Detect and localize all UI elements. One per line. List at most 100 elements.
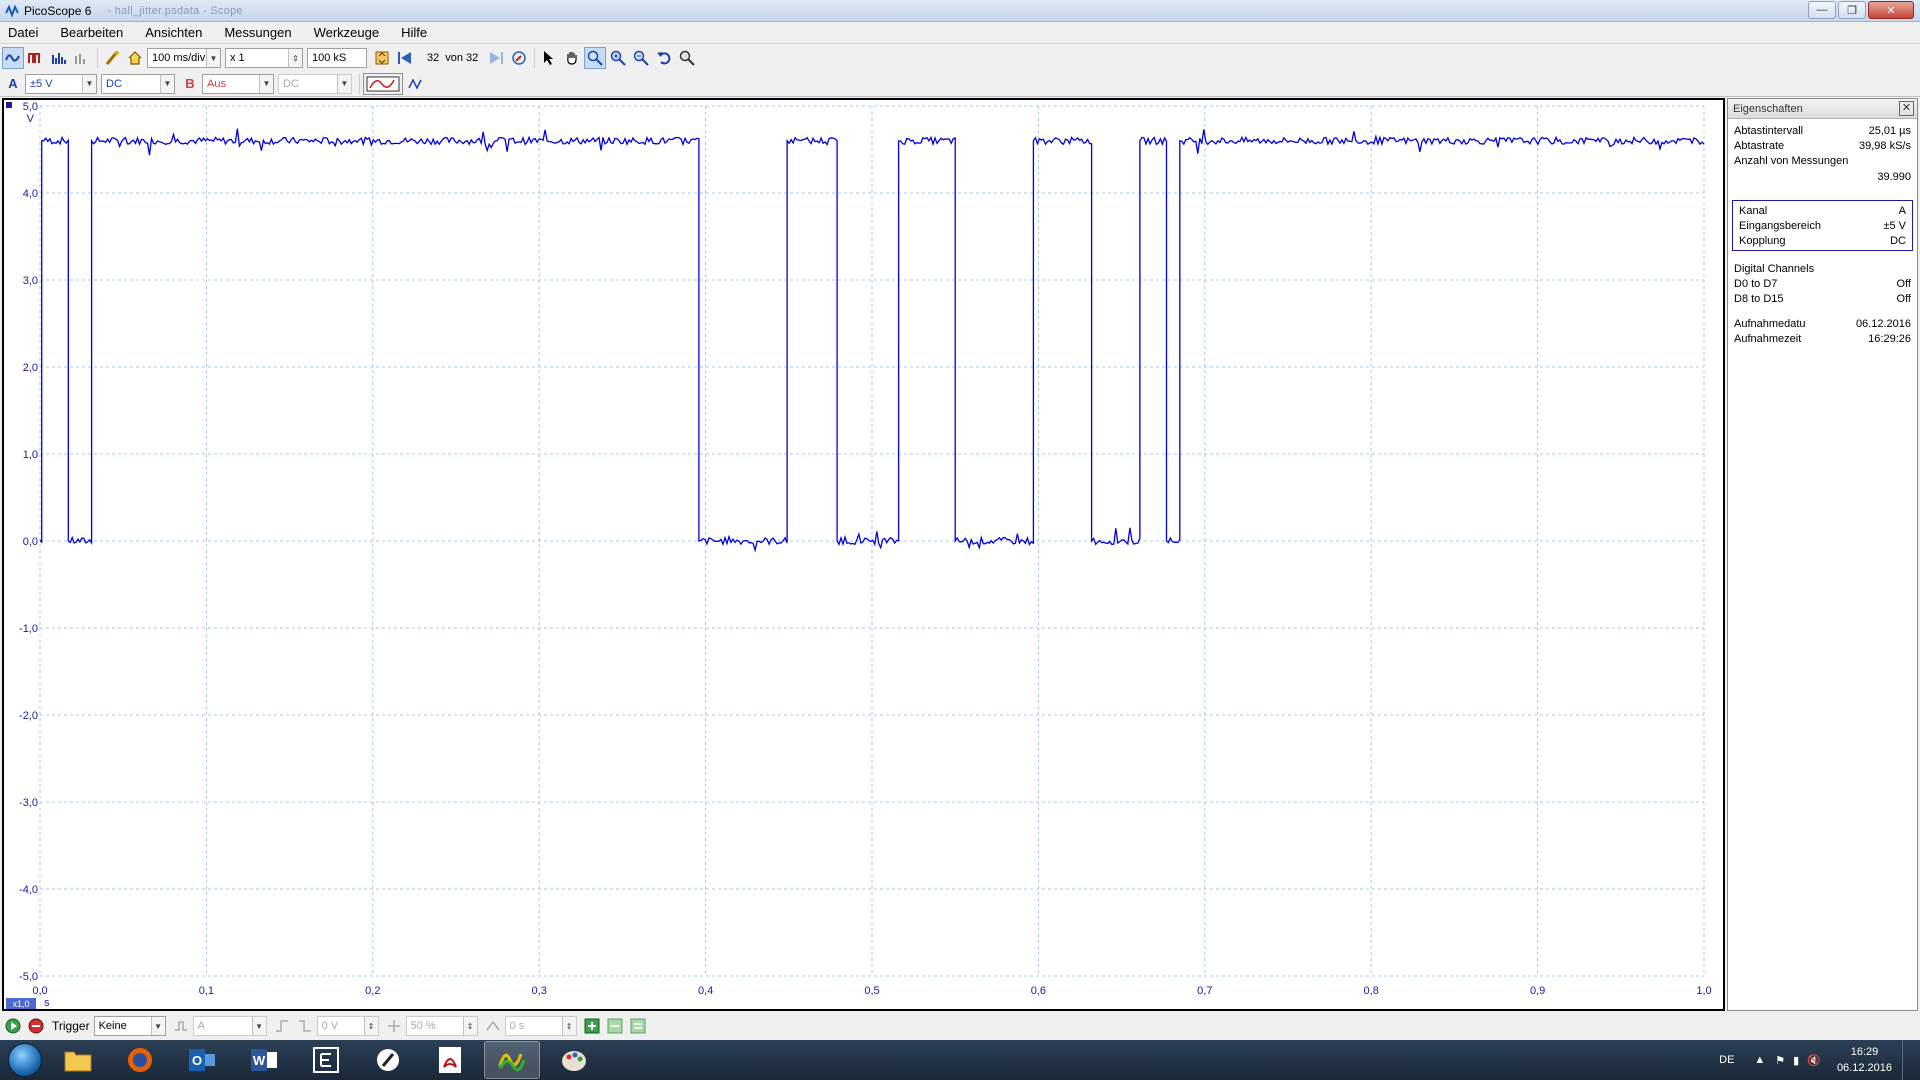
post-trigger-delay-button[interactable] [482,1015,504,1037]
samples-value: 100 kS [312,52,347,64]
x-tick-label: 0,9 [1530,985,1545,997]
pretrigger-percent-input[interactable]: 50 % ⇕ [405,1016,478,1036]
timebase-value: 100 ms/div [152,52,206,64]
word-icon: W [251,1049,277,1071]
close-icon[interactable]: ✕ [1899,101,1914,116]
stop-button[interactable] [25,1015,47,1037]
close-button[interactable]: ✕ [1868,1,1914,19]
samples-select[interactable]: 100 kS [307,48,367,68]
spin-icon: ⇕ [561,1017,576,1035]
clock-date: 06.12.2016 [1836,1062,1892,1074]
property-row: Abtastrate 39,98 kS/s [1734,139,1911,152]
falling-edge-button[interactable] [294,1015,316,1037]
trigger-toolbar: Trigger Keine ▼ A ▼ 0 V ⇕ 50 % ⇕ 0 s ⇕ [0,1013,1920,1039]
trigger-level-input[interactable]: 0 V ⇕ [316,1016,379,1036]
channel-b-options-button[interactable]: B [179,73,201,95]
taskbar-word[interactable]: W [236,1041,292,1079]
language-indicator[interactable]: DE [1719,1054,1735,1066]
action-center-icon[interactable]: ⚑ [1775,1054,1786,1067]
trigger-source-select[interactable]: A ▼ [192,1016,267,1036]
first-buffer-button[interactable] [394,47,416,69]
property-row: Eingangsbereich ±5 V [1739,219,1906,232]
home-button[interactable] [124,47,146,69]
remove-measurement-button[interactable] [604,1015,626,1037]
zoom-area-icon [587,50,603,66]
undo-zoom-button[interactable] [653,47,675,69]
channel-a-coupling-select[interactable]: DC ▼ [101,73,175,94]
buffer-overview-button[interactable] [508,47,530,69]
select-tool-button[interactable] [538,47,560,69]
signal-generator-button[interactable] [363,72,403,95]
zoom-overview-icon [679,50,695,66]
advanced-trigger-button[interactable] [170,1015,192,1037]
scope-view[interactable]: 0,0 0,1 0,2 0,3 0,4 0,5 0,6 0,7 0,8 0,9 1,0 5,0 4,0 3… [2,98,1725,1011]
taskbar-acrobat[interactable] [422,1041,478,1079]
taskbar-picoscope[interactable] [484,1041,540,1079]
zoom-factor-select[interactable]: x 1 ⇕ [225,48,303,68]
scope-mode-button[interactable] [2,47,24,69]
trigger-delay-input[interactable]: 0 s ⇕ [504,1016,577,1036]
math-channel-button[interactable] [404,73,426,95]
start-button[interactable] [0,1040,50,1080]
show-hidden-icons[interactable]: ▲ [1754,1054,1766,1066]
zoom-overview-button[interactable] [676,47,698,69]
channel-a-range-select[interactable]: ±5 V ▼ [25,73,97,94]
x-tick-label: 0,4 [698,985,713,997]
skip-back-icon [398,52,411,64]
x-unit-label: s [44,997,50,1009]
add-measurement-button[interactable] [581,1015,603,1037]
channel-b-range-select[interactable]: Aus ▼ [202,73,274,94]
channel-b-range-value: Aus [207,77,226,90]
run-button[interactable] [2,1015,24,1037]
channel-a-options-button[interactable]: A [2,73,24,95]
waveform-chart[interactable]: 0,0 0,1 0,2 0,3 0,4 0,5 0,6 0,7 0,8 0,9 1,0 5,0 4,0 3… [4,100,1723,1009]
property-row: D8 to D15 Off [1734,292,1911,305]
spectrum-mode-button[interactable] [48,47,70,69]
taskbar-app-e[interactable] [298,1041,354,1079]
taskbar-app-slash[interactable] [360,1041,416,1079]
menu-ansichten[interactable]: Ansichten [145,25,203,40]
taskbar-paint[interactable] [546,1041,602,1079]
trigger-mode-select[interactable]: Keine ▼ [93,1016,166,1036]
zoom-area-button[interactable] [584,47,606,69]
stop-icon [28,1018,44,1034]
buffer-navigator[interactable]: 32 von 32 [417,48,481,68]
sample-settings-button[interactable] [371,47,393,69]
hand-tool-button[interactable] [561,47,583,69]
channel-b-coupling-select[interactable]: DC ▼ [278,73,352,94]
show-desktop-button[interactable] [1902,1040,1912,1080]
minimize-button[interactable]: — [1808,1,1836,19]
probe-button[interactable] [101,47,123,69]
menu-datei[interactable]: Datei [8,25,39,40]
timebase-select[interactable]: 100 ms/div ▼ [147,48,221,68]
zoom-in-button[interactable] [607,47,629,69]
zoom-out-button[interactable] [630,47,652,69]
y-tick-label: 2,0 [23,362,38,374]
y-tick-label: -1,0 [19,623,38,635]
chevron-down-icon: ▼ [82,74,96,93]
add-view-button[interactable] [71,47,93,69]
rising-edge-button[interactable] [271,1015,293,1037]
next-buffer-button[interactable] [485,47,507,69]
delay-icon [485,1020,500,1031]
taskbar-firefox[interactable] [112,1041,168,1079]
network-icon[interactable]: ▮ [1793,1054,1800,1067]
taskbar-outlook[interactable]: O [174,1041,230,1079]
menu-messungen[interactable]: Messungen [224,25,292,40]
menu-hilfe[interactable]: Hilfe [401,25,428,40]
title-bar: PicoScope 6 - hall_jitter.psdata - Scope… [0,0,1920,22]
edit-measurement-button[interactable] [627,1015,649,1037]
menu-bearbeiten[interactable]: Bearbeiten [60,25,124,40]
pretrigger-icon-button[interactable] [383,1015,405,1037]
trigger-mode-value: Keine [98,1020,127,1032]
windows-logo-icon [8,1043,42,1077]
buffer-current[interactable]: 32 [427,52,440,64]
menu-werkzeuge[interactable]: Werkzeuge [313,25,380,40]
clock[interactable]: 16:29 06.12.2016 [1837,1044,1892,1076]
picoscope-icon [498,1053,526,1072]
chevron-down-icon: ▼ [206,49,220,67]
maximize-button[interactable]: ❐ [1838,1,1866,19]
persistence-mode-button[interactable] [25,47,47,69]
volume-muted-icon[interactable]: 🔇 [1807,1054,1821,1067]
taskbar-explorer[interactable] [50,1041,106,1079]
